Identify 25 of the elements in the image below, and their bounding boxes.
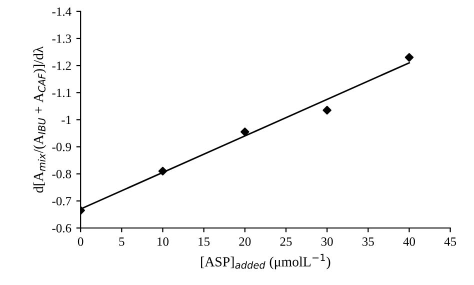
y-tick-label: -0.9 — [52, 142, 72, 152]
y-axis-title: d[A$_{mix}$/(A$_{IBU}$ + A$_{CAF}$)]/dλ — [33, 46, 46, 193]
y-tick-label: -1 — [62, 116, 71, 124]
x-tick-label: 35 — [362, 237, 374, 246]
y-tick-label: -1.1 — [52, 88, 71, 98]
y-tick-label: -1.2 — [52, 62, 71, 70]
x-tick-label: 0 — [78, 237, 84, 246]
point — [404, 53, 414, 62]
x-axis-title: [ASP]$_{added}$ (μmolL$^{−1}$) — [201, 254, 330, 270]
point — [240, 128, 250, 136]
y-tick-label: -1.3 — [52, 34, 72, 43]
x-tick-label: 40 — [403, 237, 415, 246]
y-tick-label: -0.7 — [52, 196, 72, 206]
y-tick-label: -1.4 — [52, 7, 72, 16]
x-tick-label: 10 — [158, 237, 169, 246]
point — [158, 166, 168, 176]
y-tick-label: -0.6 — [52, 224, 72, 233]
x-tick-label: 15 — [198, 237, 210, 246]
x-tick-label: 25 — [280, 237, 292, 246]
x-tick-label: 20 — [239, 237, 251, 246]
x-tick-label: 5 — [119, 238, 124, 246]
x-tick-label: 30 — [321, 237, 333, 246]
x-tick-label: 45 — [444, 237, 456, 246]
point — [322, 106, 332, 115]
y-tick-label: -0.8 — [52, 170, 72, 178]
